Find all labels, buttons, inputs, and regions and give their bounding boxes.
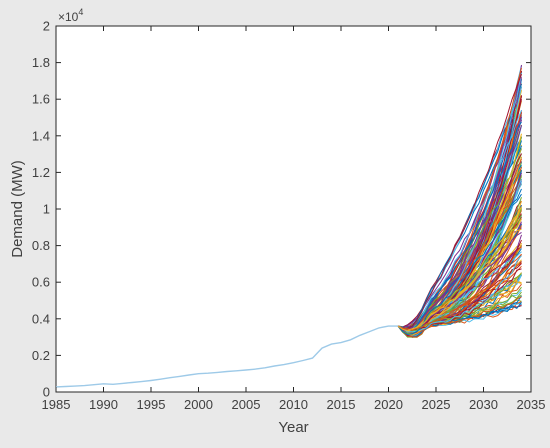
plot-area — [55, 25, 532, 393]
scenario-line — [397, 121, 522, 332]
scenario-line — [397, 133, 522, 336]
y-tick-label: 1.2 — [32, 165, 50, 180]
scenario-line — [397, 225, 522, 335]
y-tick-label: 0.8 — [32, 238, 50, 253]
x-tick-label: 2020 — [374, 397, 403, 412]
x-tick-label: 1985 — [42, 397, 71, 412]
y-tick-label: 1 — [43, 202, 50, 217]
y-tick-label: 0.6 — [32, 275, 50, 290]
y-tick-label: 1.4 — [32, 128, 50, 143]
scenario-line — [397, 228, 522, 332]
x-tick-label: 2005 — [232, 397, 261, 412]
scenario-line — [397, 255, 522, 333]
x-tick-label: 2035 — [517, 397, 546, 412]
x-tick-label: 2010 — [279, 397, 308, 412]
y-multiplier: ×104 — [58, 7, 83, 24]
historical-line — [55, 325, 398, 388]
x-tick-label: 1990 — [89, 397, 118, 412]
x-tick-label: 1995 — [137, 397, 166, 412]
x-tick-label: 2000 — [184, 397, 213, 412]
scenario-line — [397, 218, 522, 331]
scenario-lines — [397, 64, 522, 338]
scenario-line — [397, 145, 522, 329]
historical-series — [55, 325, 398, 388]
x-tick-label: 2025 — [422, 397, 451, 412]
x-tick-label: 2030 — [469, 397, 498, 412]
scenario-line — [397, 296, 522, 338]
y-axis-title: Demand (MW) — [9, 160, 26, 258]
scenario-line — [397, 246, 522, 332]
y-tick-label: 1.6 — [32, 92, 50, 107]
axis-ticks: 1985 1990 1995 2000 2005 2010 2015 2020 2025 2030… — [32, 19, 546, 413]
scenario-line — [397, 161, 522, 330]
y-tick-label: 2 — [43, 19, 50, 34]
scenario-line — [397, 74, 522, 330]
x-axis-title: Year — [278, 419, 308, 436]
x-tick-label: 2015 — [327, 397, 356, 412]
y-tick-label: 1.8 — [32, 55, 50, 70]
scenario-line — [397, 188, 522, 336]
y-tick-label: 0.4 — [32, 311, 50, 326]
scenario-line — [397, 119, 522, 329]
y-tick-label: 0.2 — [32, 348, 50, 363]
y-tick-label: 0 — [43, 385, 50, 400]
